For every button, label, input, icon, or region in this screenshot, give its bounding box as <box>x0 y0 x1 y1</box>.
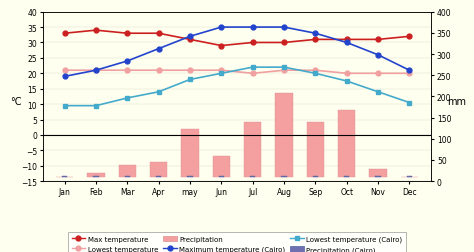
Y-axis label: mm: mm <box>447 97 466 107</box>
Bar <box>87 173 105 178</box>
Bar <box>213 156 230 178</box>
Bar <box>338 110 356 178</box>
Bar <box>244 123 261 178</box>
Bar <box>282 177 287 178</box>
Legend: Max temperature, Lowest temperature, Precipitation, Maximum temperature (Cairo),: Max temperature, Lowest temperature, Pre… <box>68 232 406 252</box>
Bar <box>187 177 192 178</box>
Bar <box>369 169 387 178</box>
Y-axis label: °C: °C <box>10 97 21 107</box>
Bar <box>375 177 381 178</box>
Bar <box>182 129 199 178</box>
Bar <box>62 177 67 178</box>
Bar <box>344 177 349 178</box>
Bar <box>118 165 136 178</box>
Bar <box>219 177 224 178</box>
Bar <box>125 177 130 178</box>
Bar <box>275 93 292 178</box>
Bar <box>93 177 99 178</box>
Bar <box>307 123 324 178</box>
Bar <box>156 177 161 178</box>
Bar <box>313 177 318 178</box>
Bar <box>407 177 412 178</box>
Bar <box>250 177 255 178</box>
Bar <box>150 163 167 178</box>
